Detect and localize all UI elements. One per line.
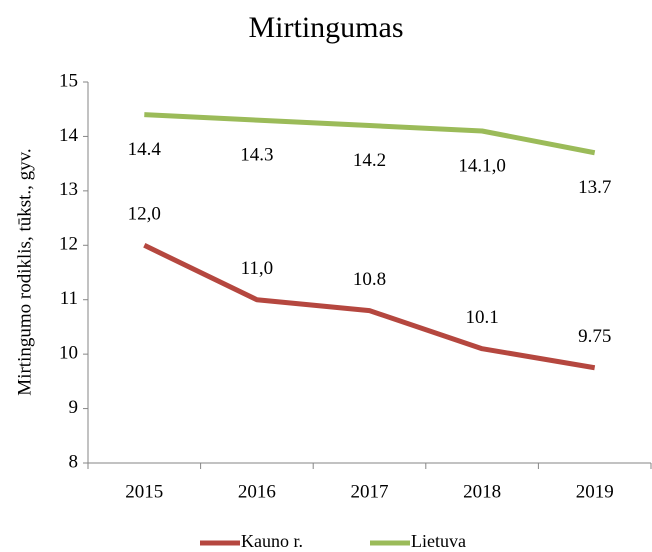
y-tick-label: 14 [59, 125, 79, 146]
data-label: 10.1 [465, 307, 498, 328]
y-tick-label: 13 [59, 179, 78, 200]
x-tick-label: 2018 [463, 481, 501, 502]
data-label: 12,0 [128, 204, 161, 225]
legend-label: Lietuva [411, 531, 466, 551]
y-axis-label: Mirtingumo rodiklis, tūkst., gyv. [14, 148, 35, 395]
y-tick-label: 15 [59, 70, 78, 91]
data-label: 14.4 [128, 139, 162, 160]
x-tick-label: 2017 [351, 481, 389, 502]
legend-label: Kauno r. [241, 531, 303, 551]
x-tick-label: 2015 [125, 481, 163, 502]
data-label: 14.2 [353, 150, 386, 171]
x-tick-label: 2016 [238, 481, 276, 502]
line [143, 243, 596, 371]
data-label: 9.75 [578, 326, 611, 347]
data-label: 14.1,0 [458, 155, 506, 176]
data-label: 11,0 [241, 258, 274, 279]
y-tick-label: 11 [60, 288, 78, 309]
data-label: 14.3 [240, 144, 273, 165]
y-tick-label: 8 [69, 451, 79, 472]
x-tick-label: 2019 [576, 481, 614, 502]
y-tick-label: 9 [69, 397, 79, 418]
chart-title: Mirtingumas [249, 11, 404, 44]
y-tick-label: 12 [59, 234, 78, 255]
data-label: 10.8 [353, 269, 386, 290]
line [144, 112, 596, 156]
y-tick-label: 10 [59, 343, 78, 364]
data-label: 13.7 [578, 177, 611, 198]
